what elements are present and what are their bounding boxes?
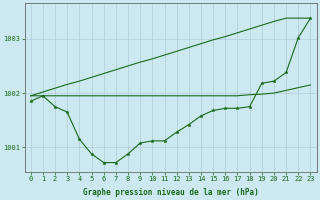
X-axis label: Graphe pression niveau de la mer (hPa): Graphe pression niveau de la mer (hPa) xyxy=(83,188,259,197)
